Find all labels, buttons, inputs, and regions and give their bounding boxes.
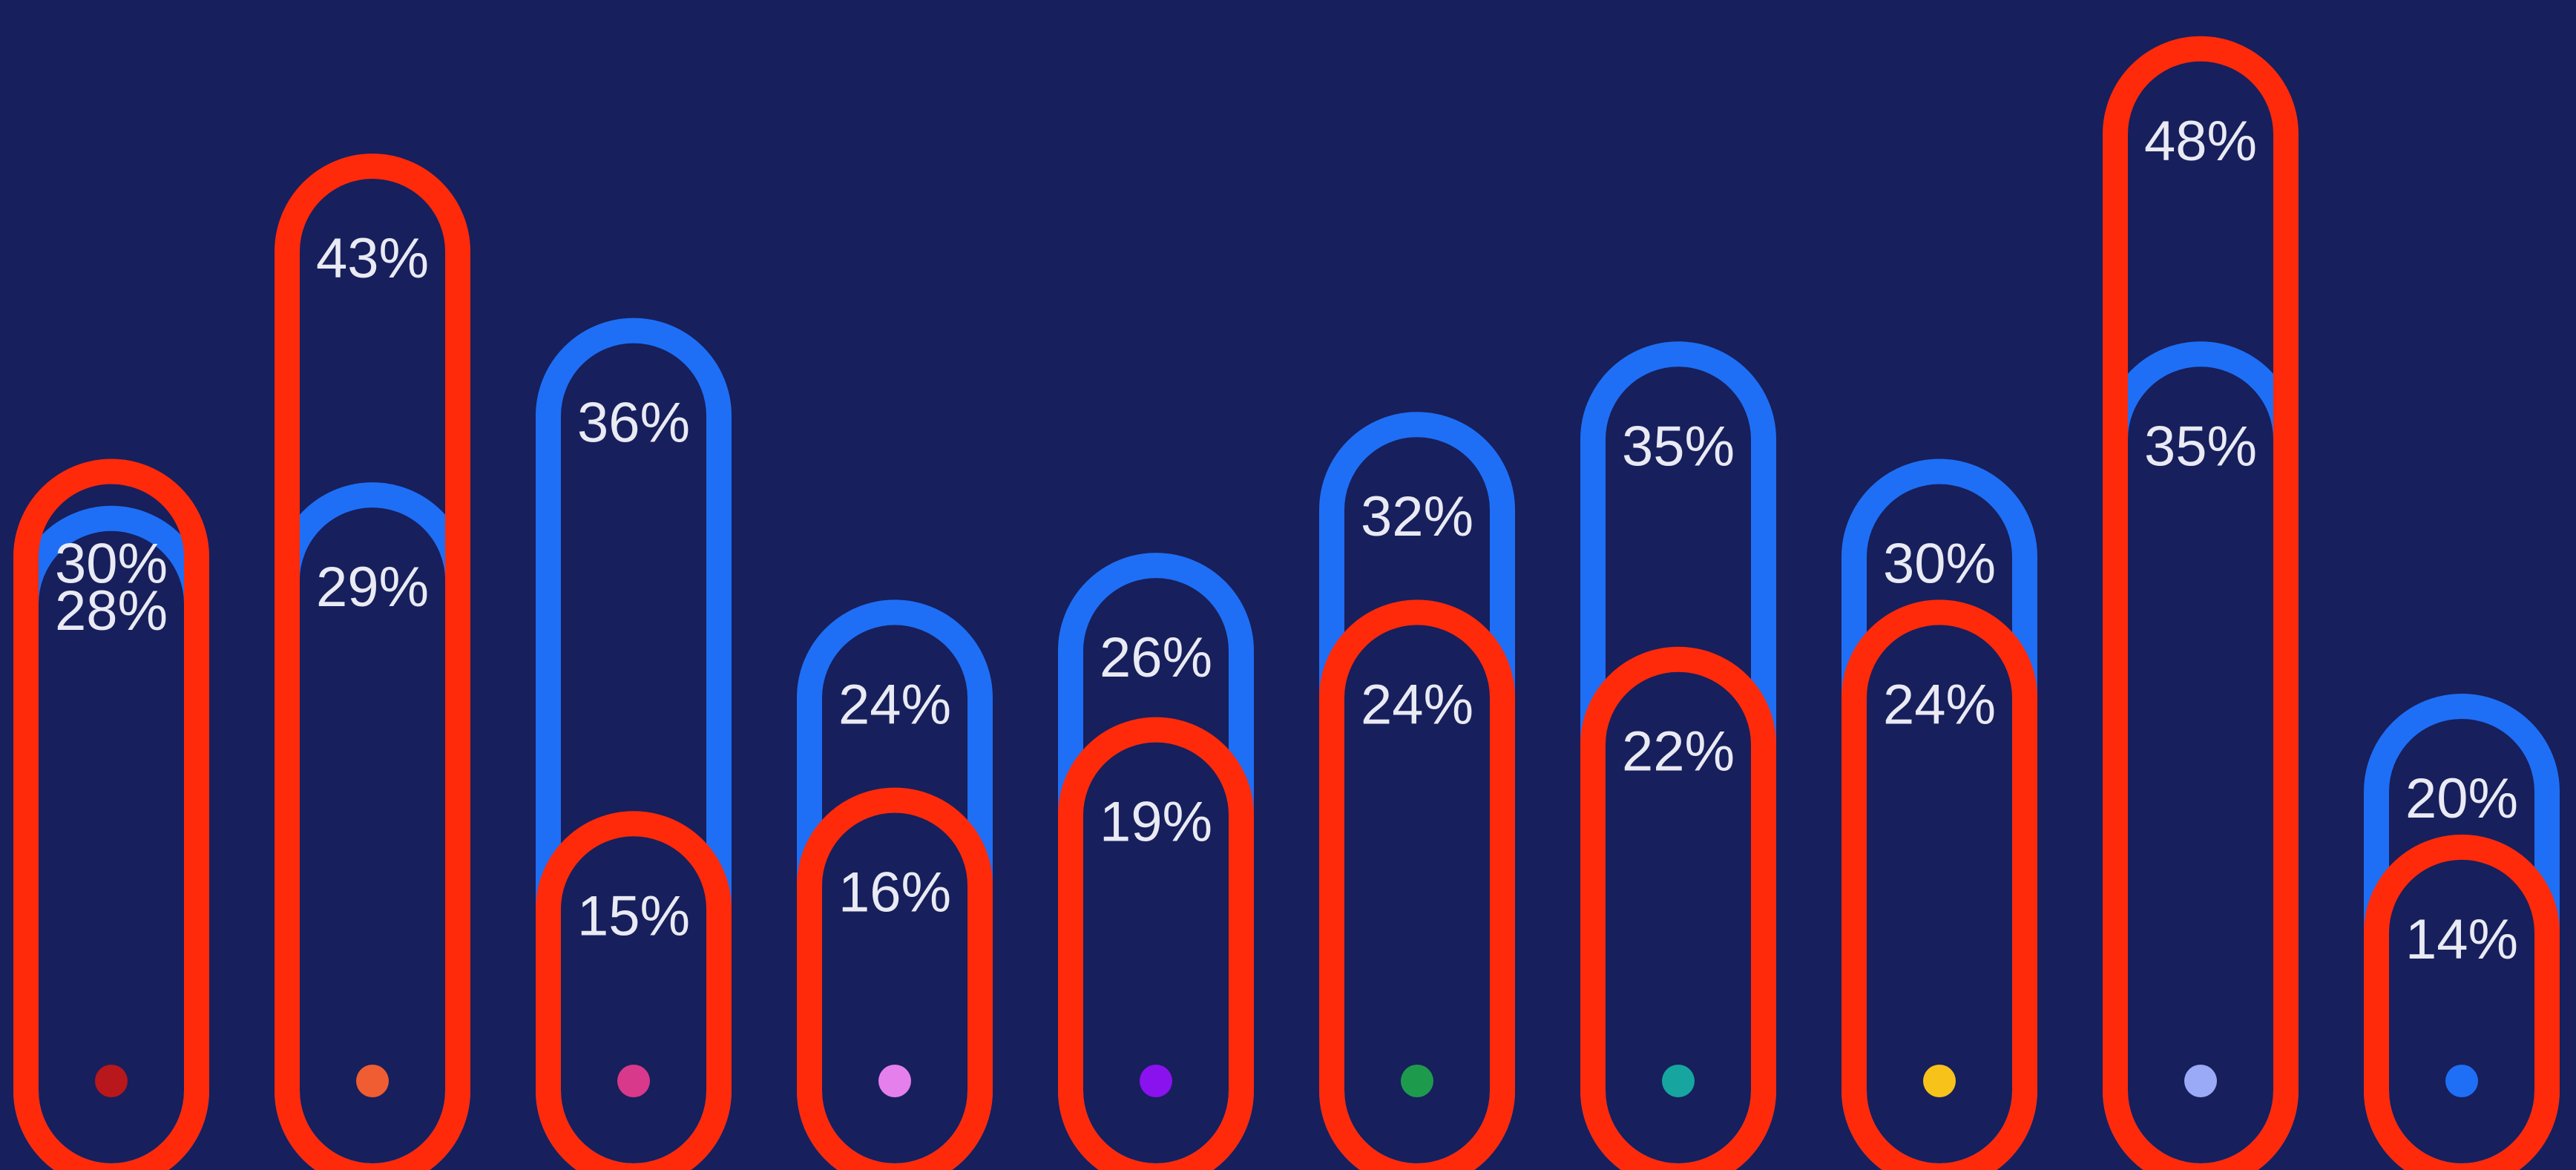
red-value-label: 48% xyxy=(2144,110,2257,173)
red-value-label: 15% xyxy=(577,884,690,947)
blue-value-label: 20% xyxy=(2405,767,2518,830)
red-capsule-bar xyxy=(2103,36,2299,1170)
red-capsule-bar xyxy=(1841,599,2037,1170)
category-dot xyxy=(95,1065,128,1097)
category-dot xyxy=(1662,1065,1695,1097)
category-dot xyxy=(1923,1065,1956,1097)
blue-capsule-bar xyxy=(536,318,732,1170)
red-capsule-bar xyxy=(797,787,993,1170)
red-value-label: 43% xyxy=(316,227,429,290)
red-series xyxy=(13,36,2560,1170)
red-value-label: 30% xyxy=(55,533,168,596)
blue-value-label: 26% xyxy=(1100,626,1212,689)
category-dot xyxy=(356,1065,389,1097)
blue-value-label: 35% xyxy=(1622,415,1735,478)
red-capsule-bar xyxy=(536,811,732,1170)
red-capsule-bar xyxy=(1058,717,1254,1170)
blue-value-label: 35% xyxy=(2144,415,2257,478)
red-capsule-bar xyxy=(1319,599,1515,1170)
blue-value-label: 28% xyxy=(55,579,168,642)
category-dot xyxy=(2445,1065,2478,1097)
value-labels: 28%30% 29%43%36%15%24%16%26%19%32%24%35%2… xyxy=(55,110,2518,971)
red-value-label: 14% xyxy=(2405,908,2518,971)
category-dot xyxy=(2184,1065,2217,1097)
red-value-label: 16% xyxy=(838,861,951,924)
red-value-label: 19% xyxy=(1100,791,1212,854)
category-dot xyxy=(1401,1065,1433,1097)
red-capsule-bar xyxy=(13,459,209,1170)
red-capsule-bar xyxy=(2364,834,2560,1170)
blue-value-label: 32% xyxy=(1361,485,1473,548)
red-capsule-bar xyxy=(1580,646,1776,1170)
blue-value-label: 30% xyxy=(1883,533,1996,596)
red-value-label: 24% xyxy=(1883,673,1996,736)
category-dots xyxy=(95,1065,2478,1097)
blue-value-label: 36% xyxy=(577,392,690,455)
blue-value-label: 24% xyxy=(838,673,951,736)
red-capsule-bar xyxy=(275,154,470,1170)
red-value-label: 22% xyxy=(1622,720,1735,783)
red-value-label: 24% xyxy=(1361,673,1473,736)
category-dot xyxy=(1140,1065,1172,1097)
category-dot xyxy=(878,1065,911,1097)
category-dot xyxy=(617,1065,650,1097)
blue-value-label: 29% xyxy=(316,556,429,619)
